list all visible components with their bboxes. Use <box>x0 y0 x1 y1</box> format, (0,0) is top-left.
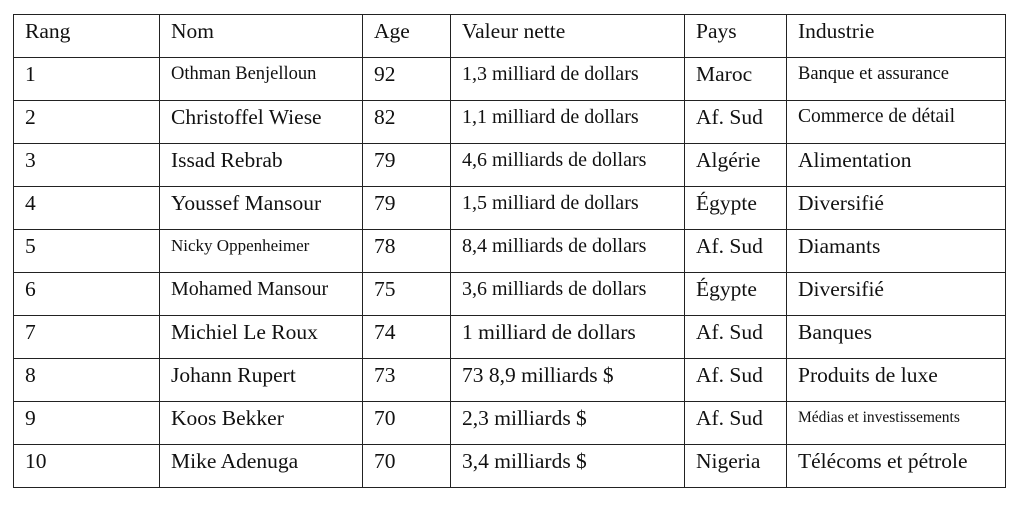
cell-rang: 3 <box>13 143 160 187</box>
cell-rang: 5 <box>13 229 160 273</box>
header-age: Age <box>362 14 451 58</box>
table-row: 10 Mike Adenuga 70 3,4 milliards $ Nigeria Té… <box>13 444 1006 488</box>
cell-valeur-nette: 1 milliard de dollars <box>450 315 685 359</box>
cell-nom: Johann Rupert <box>159 358 363 402</box>
cell-age: 70 <box>362 401 451 445</box>
cell-pays: Maroc <box>684 57 787 101</box>
table-row: 4 Youssef Mansour 79 1,5 milliard de dollar… <box>13 186 1006 230</box>
cell-industrie: Médias et investissements <box>786 401 1006 445</box>
header-industrie: Industrie <box>786 14 1006 58</box>
cell-pays: Égypte <box>684 186 787 230</box>
header-pays: Pays <box>684 14 787 58</box>
cell-nom: Koos Bekker <box>159 401 363 445</box>
cell-pays: Af. Sud <box>684 229 787 273</box>
cell-pays: Nigeria <box>684 444 787 488</box>
cell-rang: 7 <box>13 315 160 359</box>
cell-age: 82 <box>362 100 451 144</box>
cell-rang: 1 <box>13 57 160 101</box>
cell-age: 70 <box>362 444 451 488</box>
header-valeur-nette: Valeur nette <box>450 14 685 58</box>
cell-rang: 4 <box>13 186 160 230</box>
cell-valeur-nette: 3,4 milliards $ <box>450 444 685 488</box>
table-row: 1 Othman Benjelloun 92 1,3 milliard de doll… <box>13 57 1006 101</box>
cell-pays: Algérie <box>684 143 787 187</box>
cell-nom: Mohamed Mansour <box>159 272 363 316</box>
cell-valeur-nette: 1,5 milliard de dollars <box>450 186 685 230</box>
cell-rang: 6 <box>13 272 160 316</box>
billionaires-table: Rang Nom Age Valeur nette Pays Industrie… <box>13 14 1006 488</box>
cell-nom: Michiel Le Roux <box>159 315 363 359</box>
table-row: 3 Issad Rebrab 79 4,6 milliards de dollars A… <box>13 143 1006 187</box>
header-rang: Rang <box>13 14 160 58</box>
cell-pays: Af. Sud <box>684 358 787 402</box>
cell-nom: Mike Adenuga <box>159 444 363 488</box>
cell-nom: Youssef Mansour <box>159 186 363 230</box>
cell-industrie: Diversifié <box>786 272 1006 316</box>
cell-industrie: Banques <box>786 315 1006 359</box>
cell-industrie: Produits de luxe <box>786 358 1006 402</box>
cell-pays: Af. Sud <box>684 100 787 144</box>
table-row: 6 Mohamed Mansour 75 3,6 milliards de dolla… <box>13 272 1006 316</box>
header-nom: Nom <box>159 14 363 58</box>
cell-rang: 2 <box>13 100 160 144</box>
cell-pays: Af. Sud <box>684 401 787 445</box>
cell-valeur-nette: 1,1 milliard de dollars <box>450 100 685 144</box>
cell-valeur-nette: 73 8,9 milliards $ <box>450 358 685 402</box>
cell-rang: 10 <box>13 444 160 488</box>
cell-industrie: Télécoms et pétrole <box>786 444 1006 488</box>
cell-age: 74 <box>362 315 451 359</box>
cell-rang: 9 <box>13 401 160 445</box>
cell-valeur-nette: 4,6 milliards de dollars <box>450 143 685 187</box>
cell-age: 73 <box>362 358 451 402</box>
cell-age: 75 <box>362 272 451 316</box>
table-row: 5 Nicky Oppenheimer 78 8,4 milliards de dol… <box>13 229 1006 273</box>
cell-industrie: Alimentation <box>786 143 1006 187</box>
cell-age: 79 <box>362 143 451 187</box>
cell-valeur-nette: 1,3 milliard de dollars <box>450 57 685 101</box>
table-row: 7 Michiel Le Roux 74 1 milliard de dollars A… <box>13 315 1006 359</box>
cell-pays: Af. Sud <box>684 315 787 359</box>
cell-nom: Nicky Oppenheimer <box>159 229 363 273</box>
cell-nom: Othman Benjelloun <box>159 57 363 101</box>
cell-age: 79 <box>362 186 451 230</box>
cell-industrie: Commerce de détail <box>786 100 1006 144</box>
table-row: 8 Johann Rupert 73 73 8,9 milliards $ Af. Su… <box>13 358 1006 402</box>
table-row: 9 Koos Bekker 70 2,3 milliards $ Af. Sud Médi… <box>13 401 1006 445</box>
table-header-row: Rang Nom Age Valeur nette Pays Industrie <box>13 14 1006 58</box>
cell-valeur-nette: 8,4 milliards de dollars <box>450 229 685 273</box>
cell-nom: Issad Rebrab <box>159 143 363 187</box>
table-row: 2 Christoffel Wiese 82 1,1 milliard de doll… <box>13 100 1006 144</box>
cell-valeur-nette: 3,6 milliards de dollars <box>450 272 685 316</box>
cell-pays: Égypte <box>684 272 787 316</box>
cell-rang: 8 <box>13 358 160 402</box>
cell-industrie: Banque et assurance <box>786 57 1006 101</box>
cell-nom: Christoffel Wiese <box>159 100 363 144</box>
cell-age: 92 <box>362 57 451 101</box>
cell-age: 78 <box>362 229 451 273</box>
cell-valeur-nette: 2,3 milliards $ <box>450 401 685 445</box>
cell-industrie: Diamants <box>786 229 1006 273</box>
cell-industrie: Diversifié <box>786 186 1006 230</box>
